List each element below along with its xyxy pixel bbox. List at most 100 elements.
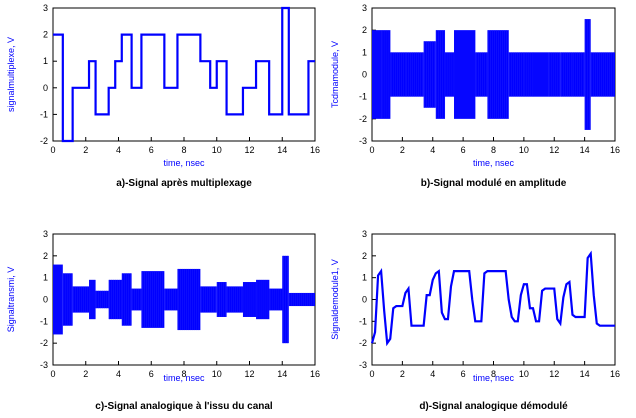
y-tick-label: 3 [362,3,367,13]
x-tick-label: 4 [116,145,121,155]
x-tick-label: 8 [181,369,186,379]
x-axis-label: time, nsec [473,158,515,168]
x-tick-label: 10 [212,145,222,155]
modulated-burst [226,286,243,313]
modulated-burst [372,30,382,119]
modulated-burst [454,30,476,119]
carrier-texture [476,52,487,97]
y-axis-label: Signaltransmi, V [6,267,16,333]
chart-title: b)-Signal modulé en amplitude [421,178,567,189]
modulated-burst [141,271,165,328]
y-axis-label: Signaldemodule1, V [330,259,340,340]
carrier-texture [591,52,614,97]
modulated-burst [72,286,90,313]
x-tick-label: 4 [430,369,435,379]
carrier-texture [289,292,315,307]
x-axis-label: time, nsec [163,373,205,383]
modulated-burst [269,288,283,311]
y-tick-label: -3 [359,136,367,146]
y-tick-label: 1 [43,273,48,283]
carrier-texture [132,288,141,311]
y-tick-label: -1 [359,92,367,102]
x-tick-label: 0 [369,369,374,379]
x-tick-label: 14 [277,145,287,155]
y-tick-label: -1 [40,109,48,119]
y-tick-label: 0 [43,295,48,305]
x-tick-label: 4 [430,145,435,155]
x-tick-label: 2 [400,369,405,379]
carrier-texture [390,52,406,97]
carrier-texture [561,52,572,97]
y-tick-label: 1 [362,47,367,57]
carrier-texture [548,52,560,97]
y-tick-label: 1 [43,56,48,66]
modulated-burst [89,279,96,320]
modulated-burst [177,268,201,331]
x-tick-label: 2 [400,145,405,155]
y-tick-label: 0 [362,70,367,80]
modulated-burst [423,41,436,108]
modulated-burst [435,30,445,119]
y-tick-label: 0 [362,295,367,305]
y-tick-label: -2 [40,338,48,348]
x-tick-label: 2 [83,145,88,155]
carrier-texture [109,279,122,320]
x-tick-label: 2 [83,369,88,379]
y-tick-label: 1 [362,273,367,283]
x-tick-label: 6 [149,369,154,379]
carrier-texture [256,279,270,320]
x-tick-label: 16 [310,369,320,379]
modulated-burst [532,52,549,97]
modulated-burst [282,255,289,344]
carrier-texture [283,255,288,344]
carrier-texture [488,30,509,119]
modulated-burst [108,279,122,320]
y-axis-label: Tcdmamodule, V [330,41,340,108]
modulated-burst [444,52,455,97]
carrier-texture [436,30,446,119]
modulated-burst [487,30,509,119]
x-tick-label: 4 [116,369,121,379]
modulated-burst [572,52,585,97]
carrier-texture [243,282,257,317]
modulated-burst [256,279,270,320]
y-tick-label: -3 [40,360,48,370]
y-tick-label: 3 [43,3,48,13]
x-tick-label: 14 [580,145,590,155]
x-tick-label: 10 [212,369,222,379]
x-tick-label: 12 [244,145,254,155]
carrier-texture [63,273,73,326]
x-tick-label: 16 [610,145,620,155]
x-tick-label: 16 [610,369,620,379]
y-tick-label: 3 [362,229,367,239]
x-tick-label: 8 [491,145,496,155]
carrier-texture [372,30,382,119]
x-tick-label: 12 [549,369,559,379]
carrier-texture [573,52,584,97]
carrier-texture [122,273,132,326]
carrier-texture [585,19,590,130]
series-line [370,250,615,347]
modulated-burst [381,30,391,119]
modulated-burst [560,52,573,97]
carrier-texture [454,30,476,119]
modulated-burst [475,52,488,97]
x-tick-label: 14 [580,369,590,379]
y-tick-label: -1 [359,316,367,326]
x-axis-label: time, nsec [163,158,205,168]
carrier-texture [406,52,411,97]
modulated-burst [164,288,178,311]
y-tick-label: -2 [359,338,367,348]
series-line [53,6,315,143]
carrier-texture [445,52,455,97]
x-tick-label: 8 [491,369,496,379]
carrier-texture [533,52,549,97]
carrier-texture [73,286,88,313]
modulated-burst [548,52,561,97]
carrier-texture [165,288,178,311]
carrier-texture [381,30,391,119]
modulated-burst [242,282,257,317]
